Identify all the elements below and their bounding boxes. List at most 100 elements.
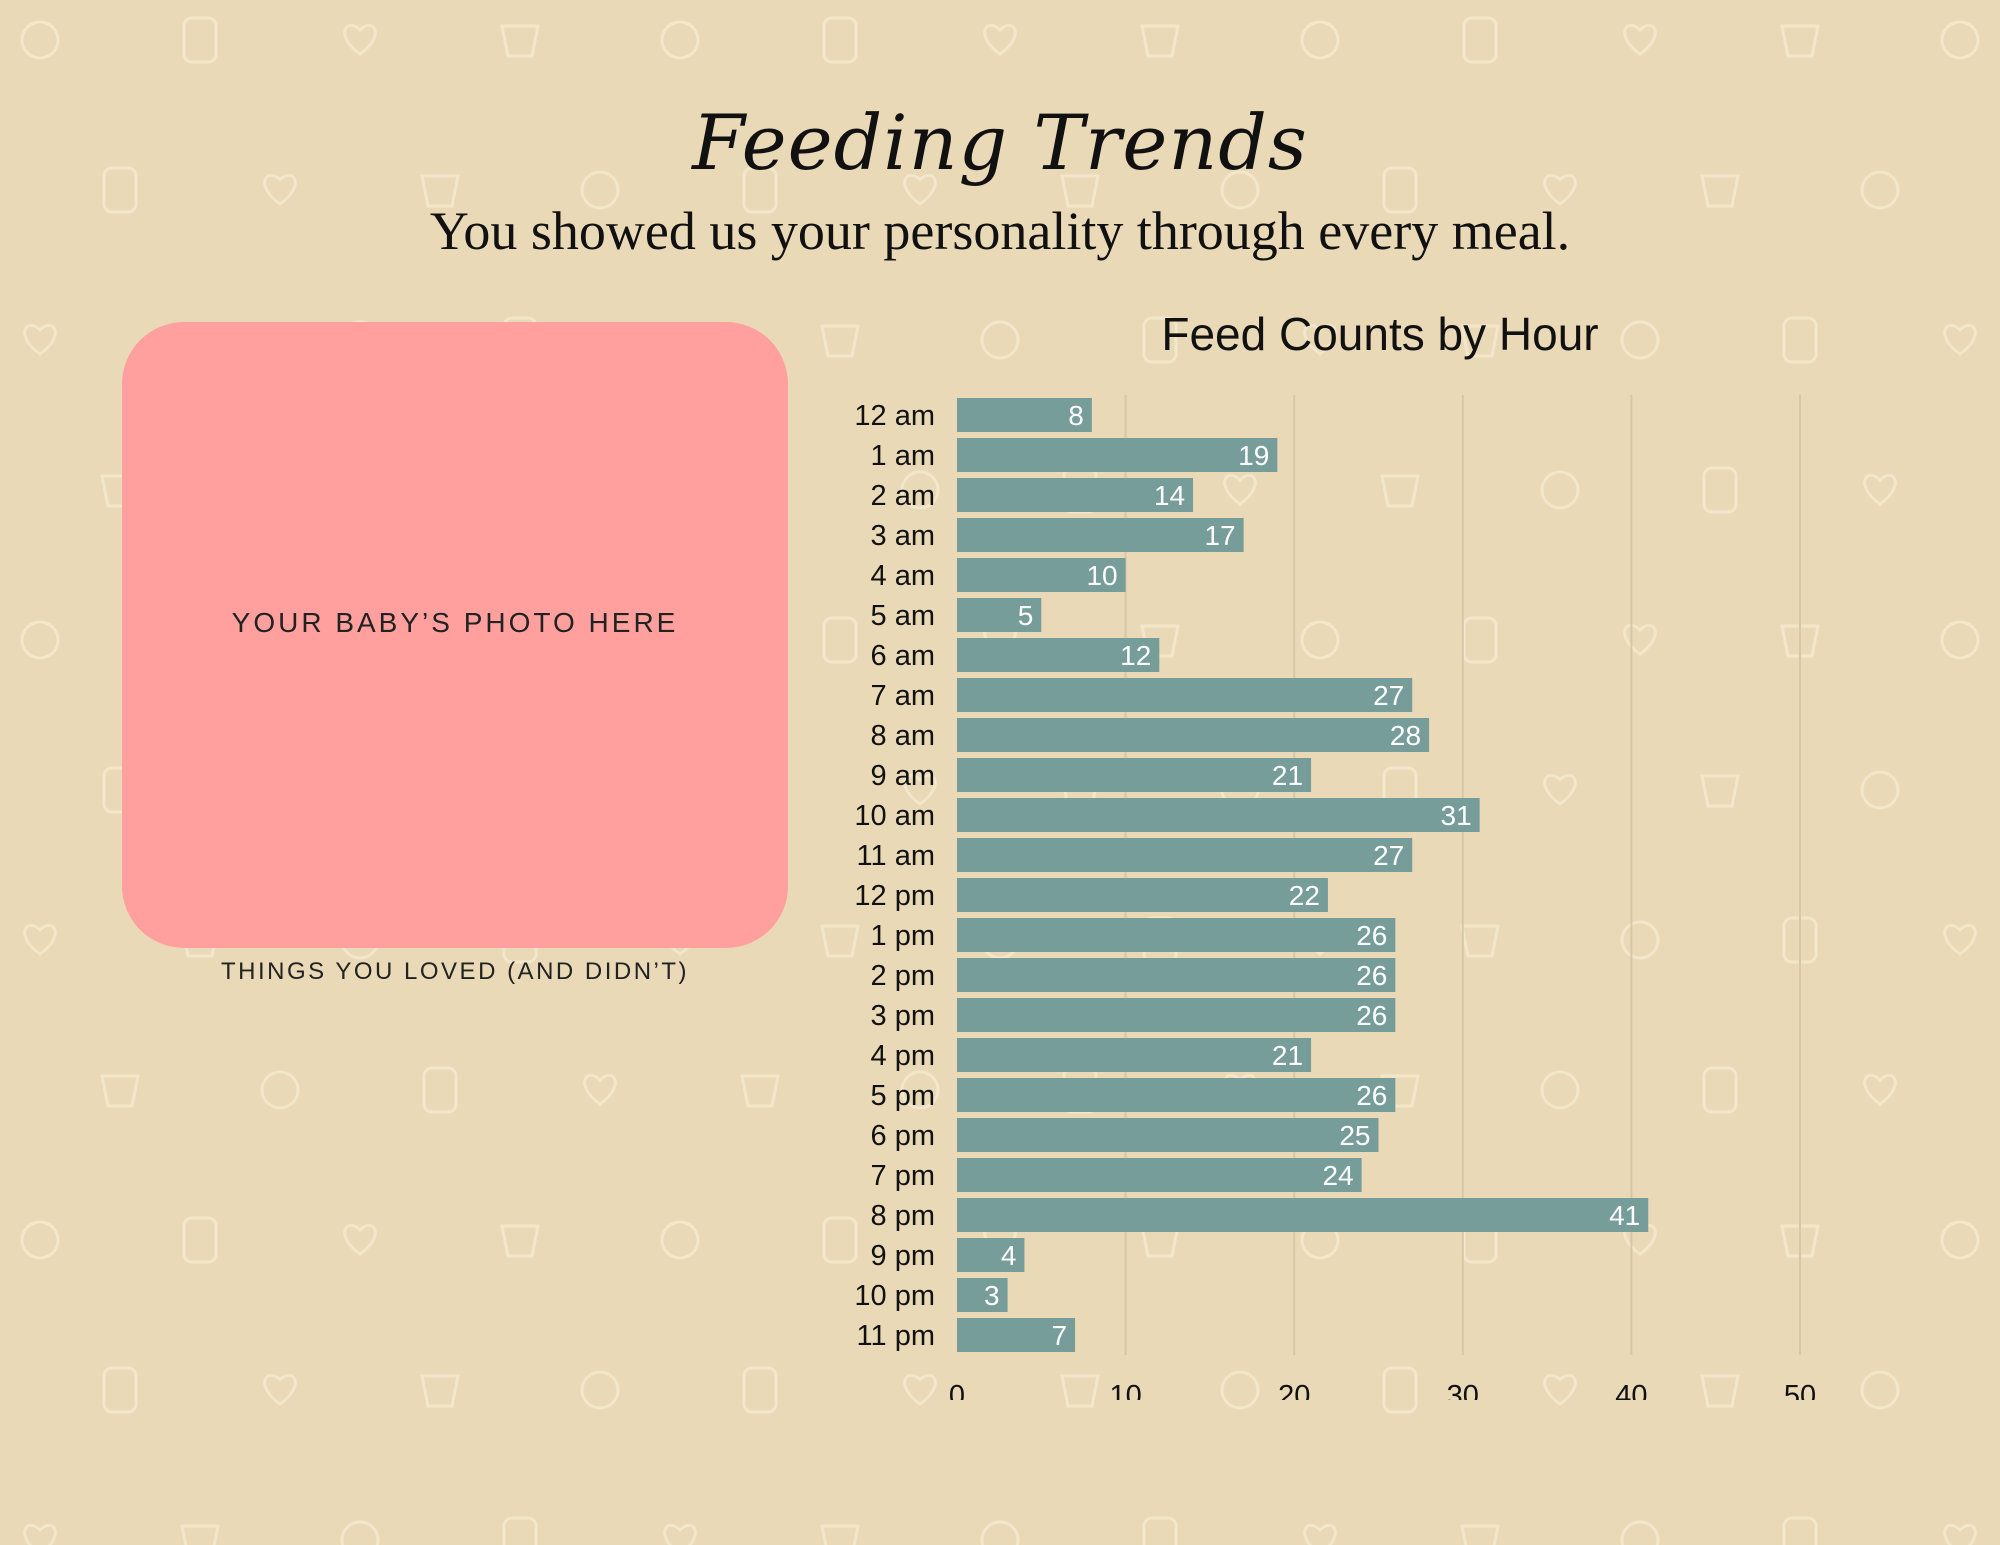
photo-caption: THINGS YOU LOVED (AND DIDN’T) — [220, 958, 690, 985]
pattern-circle — [1300, 20, 1340, 60]
pattern-bottle — [1782, 1516, 1818, 1545]
bar — [957, 958, 1396, 992]
pattern-circle — [1860, 170, 1900, 210]
photo-placeholder[interactable]: YOUR BABY’S PHOTO HERE — [122, 322, 788, 948]
pattern-heart — [1863, 1073, 1897, 1106]
pattern-heart — [903, 773, 937, 806]
pattern-heart — [1943, 323, 1977, 356]
pattern-heart — [23, 923, 57, 956]
pattern-bottle — [1142, 316, 1178, 364]
pattern-circle — [1860, 1370, 1900, 1410]
x-tick-label: 50 — [1784, 1380, 1816, 1400]
pattern-circle — [20, 620, 60, 660]
pattern-cup — [180, 1524, 220, 1545]
pattern-heart — [1623, 23, 1657, 56]
category-label: 8 pm — [871, 1200, 935, 1232]
x-tick-label: 20 — [1278, 1380, 1310, 1400]
bar — [957, 518, 1244, 552]
category-label: 9 am — [871, 760, 935, 792]
pattern-circle — [1620, 320, 1660, 360]
pattern-cup — [1700, 174, 1740, 208]
pattern-heart — [343, 1223, 377, 1256]
data-label: 26 — [1356, 960, 1387, 991]
bar — [957, 678, 1413, 712]
pattern-bottle — [182, 16, 218, 64]
data-label: 21 — [1272, 760, 1303, 791]
pattern-cup — [740, 1074, 780, 1108]
pattern-heart — [23, 323, 57, 356]
pattern-bottle — [182, 1216, 218, 1264]
category-label: 3 pm — [871, 1000, 935, 1032]
pattern-heart — [903, 1373, 937, 1406]
pattern-cup — [1460, 1524, 1500, 1545]
pattern-circle — [1860, 770, 1900, 810]
pattern-bottle — [1382, 1366, 1418, 1414]
pattern-cup — [1700, 774, 1740, 808]
bar — [957, 1038, 1312, 1072]
pattern-circle — [900, 1070, 940, 1110]
pattern-cup — [820, 924, 860, 958]
category-label: 1 pm — [871, 920, 935, 952]
data-label: 26 — [1356, 920, 1387, 951]
bar — [957, 998, 1396, 1032]
pattern-circle — [980, 320, 1020, 360]
pattern-heart — [1543, 1373, 1577, 1406]
pattern-bottle — [822, 16, 858, 64]
pattern-circle — [1620, 920, 1660, 960]
pattern-heart — [263, 173, 297, 206]
bar — [957, 638, 1160, 672]
pattern-circle — [1940, 20, 1980, 60]
photo-placeholder-label: YOUR BABY’S PHOTO HERE — [231, 607, 679, 638]
data-label: 8 — [1068, 400, 1084, 431]
pattern-bottle — [742, 166, 778, 214]
pattern-bottle — [1382, 166, 1418, 214]
pattern-circle — [1620, 1520, 1660, 1545]
pattern-bottle — [102, 166, 138, 214]
pattern-cup — [1460, 324, 1500, 358]
pattern-cup — [1700, 1374, 1740, 1408]
category-label: 2 am — [871, 480, 935, 512]
pattern-cup — [1060, 174, 1100, 208]
pattern-circle — [20, 20, 60, 60]
pattern-circle — [1540, 1070, 1580, 1110]
data-label: 4 — [1001, 1240, 1017, 1271]
pattern-cup — [820, 324, 860, 358]
pattern-heart — [663, 1523, 697, 1545]
pattern-cup — [500, 24, 540, 58]
pattern-heart — [583, 1073, 617, 1106]
category-label: 3 am — [871, 520, 935, 552]
pattern-cup — [1780, 24, 1820, 58]
data-label: 14 — [1154, 480, 1185, 511]
bar — [957, 838, 1413, 872]
pattern-cup — [1060, 1374, 1100, 1408]
pattern-circle — [1300, 620, 1340, 660]
data-label: 17 — [1204, 520, 1235, 551]
pattern-heart — [263, 1373, 297, 1406]
pattern-heart — [1943, 923, 1977, 956]
category-label: 6 pm — [871, 1120, 935, 1152]
bar — [957, 1198, 1649, 1232]
pattern-circle — [980, 1520, 1020, 1545]
pattern-heart — [1623, 623, 1657, 656]
pattern-cup — [500, 1224, 540, 1258]
page-subtitle: You showed us your personality through e… — [429, 201, 1571, 261]
pattern-bottle — [1702, 466, 1738, 514]
pattern-heart — [1943, 1523, 1977, 1545]
pattern-circle — [1220, 170, 1260, 210]
pattern-bottle — [1142, 1516, 1178, 1545]
category-label: 6 am — [871, 640, 935, 672]
bar — [957, 798, 1480, 832]
pattern-heart — [1543, 173, 1577, 206]
data-label: 5 — [1018, 600, 1034, 631]
category-label: 7 am — [871, 680, 935, 712]
bar — [957, 1118, 1379, 1152]
pattern-heart — [1223, 473, 1257, 506]
script-title: Feeding Trends — [692, 98, 1308, 187]
pattern-circle — [1940, 620, 1980, 660]
pattern-bottle — [1462, 16, 1498, 64]
pattern-heart — [1303, 1523, 1337, 1545]
data-label: 7 — [1051, 1320, 1067, 1351]
category-label: 10 am — [854, 800, 935, 832]
category-label: 11 am — [857, 840, 935, 872]
bar — [957, 1078, 1396, 1112]
